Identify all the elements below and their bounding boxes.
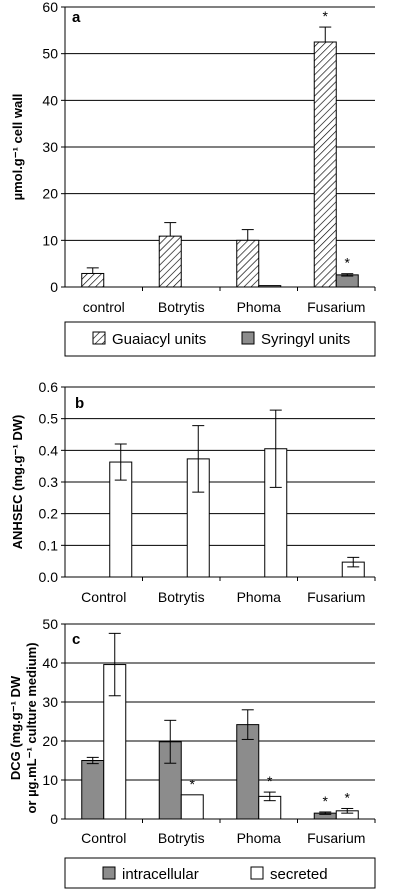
panel-b-categories: Control Botrytis Phoma Fusarium [81,577,376,605]
panel-c-letter: c [72,631,80,648]
bar [180,794,204,820]
significance-marker: * [345,255,351,271]
panel-c-legend-frame [64,857,376,889]
legend-intracellular-swatch [102,866,116,880]
y-tick-label: 0.0 [39,569,59,585]
x-category-label: Fusarium [307,830,365,846]
panel-c-y-ticks: 0 10 20 30 40 50 [42,616,65,827]
y-tick-label: 30 [42,694,58,710]
x-category-label: control [83,299,125,315]
legend-secreted-label: secreted [270,866,328,883]
y-tick-label: 60 [42,0,58,15]
x-category-label: Fusarium [307,589,365,605]
panel-c-legend: intracellular secreted [64,857,376,889]
bar [81,272,105,288]
x-category-label: Phoma [237,589,282,605]
legend-guaiacyl-swatch [92,331,106,345]
x-category-label: Botrytis [158,589,205,605]
y-tick-label: 10 [42,772,58,788]
panel-a-bars: ** [81,8,359,288]
panel-a-legend: Guaiacyl units Syringyl units [64,321,376,357]
y-tick-label: 20 [42,733,58,749]
x-category-label: Control [81,589,126,605]
panel-b: b ANHSEC (mg.g⁻¹ DW) 0.00.10.20.30.40.50… [10,379,376,605]
legend-syringyl-swatch [241,331,255,345]
panel-b-letter: b [75,395,84,412]
x-category-label: Phoma [237,830,282,846]
y-tick-label: 0.5 [39,411,59,427]
legend-intracellular-label: intracellular [122,866,199,883]
legend-syringyl-label: Syringyl units [261,331,350,348]
panel-a-y-axis-label: µmol.g⁻¹ cell wall [10,94,25,201]
x-category-label: Botrytis [158,299,205,315]
panel-a-y-ticks: 0 10 20 30 40 50 60 [42,0,65,295]
panel-c-categories: Control Botrytis Phoma Fusarium [81,819,376,846]
panel-a-legend-frame [64,321,376,357]
y-tick-label: 0.6 [39,379,59,395]
y-tick-label: 20 [42,186,58,202]
y-tick-label: 0 [50,811,58,827]
y-tick-label: 0.4 [39,442,59,458]
panel-b-y-ticks: 0.0 0.1 0.2 0.3 0.4 0.5 0.6 [39,379,65,585]
panel-c-bars: * * * * [81,632,359,820]
bar [313,41,337,288]
significance-marker: * [323,8,329,24]
x-category-label: Control [81,830,126,846]
x-category-label: Botrytis [158,830,205,846]
x-category-label: Fusarium [307,299,365,315]
bar [258,285,282,288]
y-tick-label: 0 [50,279,58,295]
y-tick-label: 0.2 [39,506,59,522]
y-tick-label: 40 [42,92,58,108]
legend-guaiacyl-label: Guaiacyl units [112,331,206,348]
bar [158,235,182,288]
panel-b-bars [109,409,365,578]
bar [335,274,359,288]
y-tick-label: 50 [42,616,58,632]
panel-c: c DCG (mg.g⁻¹ DW or µg.mL⁻¹ culture medi… [8,616,376,889]
significance-marker: * [323,793,329,809]
x-category-label: Phoma [237,299,282,315]
significance-marker: * [345,789,351,805]
bar [81,760,105,820]
panel-b-y-axis-label: ANHSEC (mg.g⁻¹ DW) [10,415,25,550]
significance-marker: * [190,776,196,792]
panel-c-y-axis-label-line2: or µg.mL⁻¹ culture medium) [24,642,39,813]
y-tick-label: 10 [42,232,58,248]
panel-a-categories: control Botrytis Phoma Fusarium [83,287,376,315]
significance-marker: * [267,773,273,789]
y-tick-label: 50 [42,46,58,62]
panel-a-letter: a [72,9,81,26]
y-tick-label: 0.3 [39,474,59,490]
y-tick-label: 0.1 [39,537,59,553]
y-tick-label: 40 [42,655,58,671]
legend-secreted-swatch [250,866,264,880]
panel-c-y-axis-label: DCG (mg.g⁻¹ DW [8,675,23,780]
bar [236,239,260,288]
y-tick-label: 30 [42,139,58,155]
